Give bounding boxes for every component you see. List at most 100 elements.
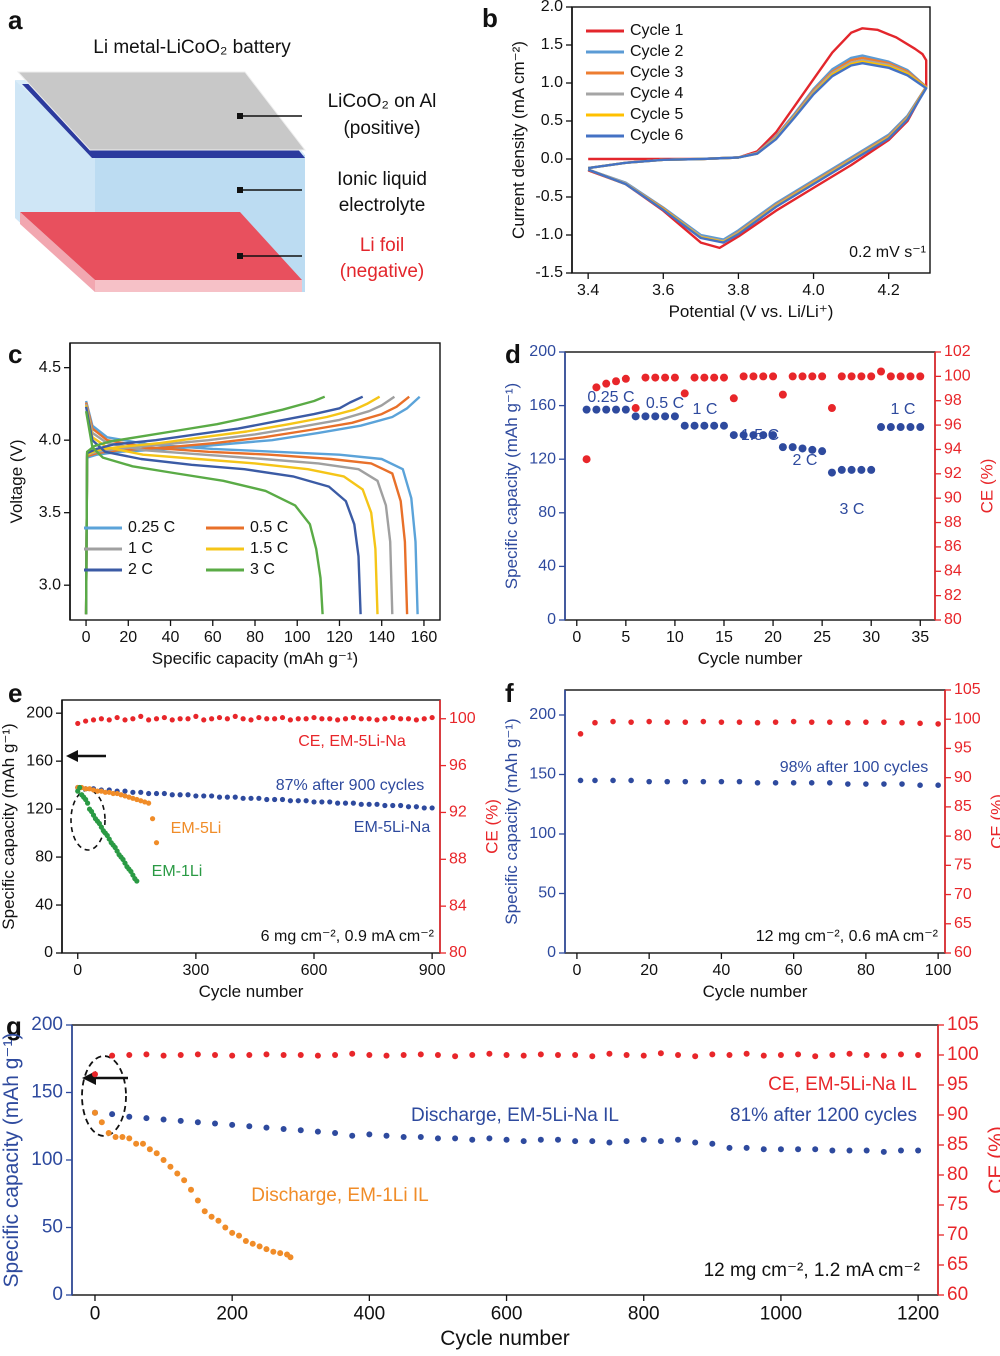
x-tick-label: 35 xyxy=(911,629,929,646)
data-point xyxy=(743,1050,750,1057)
data-point xyxy=(169,717,175,723)
x-tick-label: 120 xyxy=(326,629,353,646)
y2-tick-label: 65 xyxy=(947,1254,968,1275)
data-point xyxy=(177,1052,184,1058)
data-point xyxy=(661,373,670,382)
data-point xyxy=(303,716,309,722)
y2-tick-label: 70 xyxy=(947,1224,968,1245)
data-point xyxy=(846,1050,853,1057)
data-point xyxy=(812,1146,819,1153)
data-point xyxy=(847,372,856,381)
data-point xyxy=(537,1051,544,1058)
x-tick-label: 0 xyxy=(82,629,91,646)
data-point xyxy=(736,719,743,725)
data-point xyxy=(90,717,97,723)
data-point xyxy=(287,717,293,723)
y-tick-label: 120 xyxy=(529,450,556,467)
data-point xyxy=(769,372,778,381)
data-point xyxy=(398,716,404,722)
data-point xyxy=(421,805,427,811)
x-tick-label: 3.6 xyxy=(652,282,674,299)
data-point xyxy=(739,372,748,381)
y-tick-label: 0 xyxy=(44,944,53,961)
data-point xyxy=(248,795,254,801)
data-point xyxy=(358,716,364,722)
y2-tick-label: 60 xyxy=(954,944,972,961)
data-point xyxy=(153,790,160,797)
data-point xyxy=(640,1136,647,1143)
x-tick-label: 80 xyxy=(857,962,875,979)
data-point xyxy=(287,1254,294,1261)
data-point xyxy=(130,716,136,722)
legend-label: 0.25 C xyxy=(128,519,175,536)
data-point xyxy=(452,1053,459,1060)
series-label: EM-5Li xyxy=(171,820,222,837)
y2-tick-label: 95 xyxy=(954,740,972,757)
data-point xyxy=(788,372,797,381)
data-point xyxy=(826,719,833,725)
data-point xyxy=(358,801,364,807)
data-point xyxy=(185,792,191,798)
y-tick-label: 0 xyxy=(547,944,556,961)
data-point xyxy=(915,1052,922,1058)
y2-tick-label: 105 xyxy=(947,1014,979,1035)
data-point xyxy=(134,796,140,803)
y2-tick-label: 100 xyxy=(449,710,476,727)
y2-tick-label: 75 xyxy=(954,857,972,874)
data-point xyxy=(710,373,719,382)
data-point xyxy=(366,1131,373,1138)
data-point xyxy=(577,777,584,784)
data-point xyxy=(188,1186,195,1193)
data-point xyxy=(177,716,183,722)
data-point xyxy=(623,1138,630,1145)
data-point xyxy=(577,731,584,737)
data-point xyxy=(709,1051,716,1058)
data-point xyxy=(572,1052,579,1058)
data-point xyxy=(201,793,207,799)
li-foil-edge xyxy=(20,212,95,292)
y2-axis-title: CE (%) xyxy=(977,459,996,514)
data-point xyxy=(382,716,388,722)
data-point xyxy=(86,786,93,792)
data-point xyxy=(382,802,388,809)
data-point xyxy=(778,443,787,452)
layer-label: (negative) xyxy=(340,261,425,282)
data-point xyxy=(829,1147,836,1154)
data-point xyxy=(209,793,215,799)
data-point xyxy=(434,1135,441,1142)
annotation: 81% after 1200 cycles xyxy=(730,1105,917,1126)
annotation: 98% after 100 cycles xyxy=(780,759,929,776)
data-point xyxy=(795,1146,802,1153)
panel-label: c xyxy=(8,339,22,369)
data-point xyxy=(760,1146,767,1153)
data-point xyxy=(700,778,707,785)
data-point xyxy=(398,802,404,809)
data-point xyxy=(413,717,419,723)
data-point xyxy=(572,1138,579,1145)
y-axis-title: Voltage (V) xyxy=(7,439,26,523)
y2-tick-label: 80 xyxy=(944,611,962,628)
data-point xyxy=(263,1051,270,1058)
data-point xyxy=(837,372,846,381)
data-point xyxy=(297,1127,304,1134)
data-point xyxy=(311,714,317,721)
y-tick-label: 200 xyxy=(26,704,53,721)
data-point xyxy=(297,1052,304,1058)
y2-tick-label: 86 xyxy=(944,538,962,555)
y-axis-title: Current density (mA cm⁻²) xyxy=(509,41,528,239)
y-tick-label: 50 xyxy=(42,1217,63,1238)
series-label: EM-5Li-Na xyxy=(354,819,431,836)
data-point xyxy=(709,1140,716,1147)
y2-tick-label: 96 xyxy=(944,416,962,433)
y-tick-label: 200 xyxy=(529,706,556,723)
y2-tick-label: 95 xyxy=(947,1074,968,1095)
y-tick-label: 1.5 xyxy=(541,36,563,53)
annotation: 2 C xyxy=(793,452,818,469)
y2-tick-label: 102 xyxy=(944,343,971,360)
data-point xyxy=(169,792,175,798)
data-point xyxy=(739,431,748,440)
data-point xyxy=(350,800,356,806)
data-point xyxy=(769,431,778,440)
data-point xyxy=(857,372,866,381)
x-tick-label: 60 xyxy=(204,629,222,646)
